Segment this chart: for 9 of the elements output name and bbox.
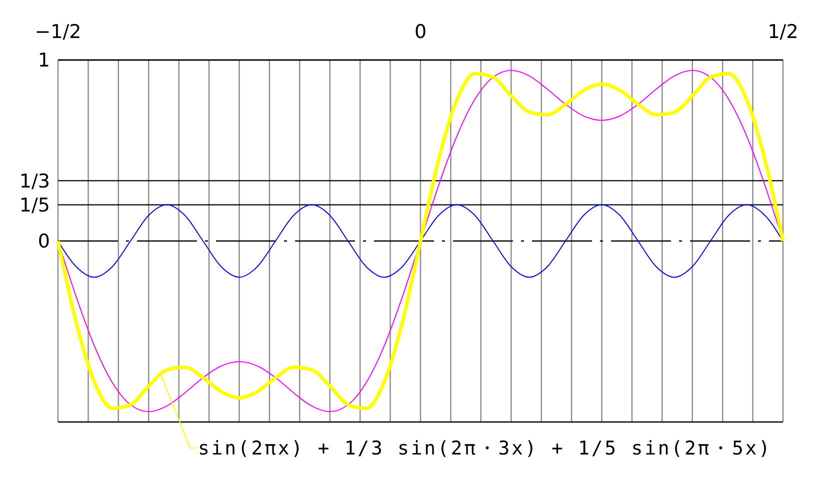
y-tick-label: 1/3: [19, 170, 50, 192]
y-tick-label: 1/5: [19, 194, 50, 216]
line-series: [58, 204, 784, 278]
y-tick-label: 1: [38, 50, 50, 72]
y-tick-label: 0: [38, 230, 50, 253]
annotation: sin(2πx) + 1/3 sin(2π・3x) + 1/5 sin(2π・5x): [198, 438, 770, 460]
x-tick-label: −1/2: [34, 21, 82, 43]
x-tick-label: 0: [414, 21, 427, 43]
x-tick-label: 1/2: [768, 21, 798, 43]
